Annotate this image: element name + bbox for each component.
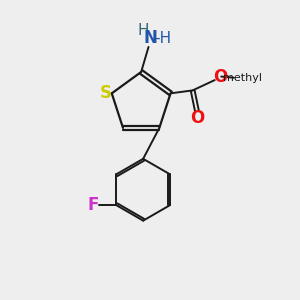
Text: N: N	[143, 29, 157, 47]
Text: –H: –H	[152, 31, 171, 46]
Text: S: S	[99, 84, 111, 102]
Text: methyl: methyl	[223, 73, 262, 83]
Text: O: O	[214, 68, 228, 85]
Text: O: O	[190, 109, 204, 127]
Text: H: H	[137, 23, 149, 38]
Text: F: F	[88, 196, 99, 214]
